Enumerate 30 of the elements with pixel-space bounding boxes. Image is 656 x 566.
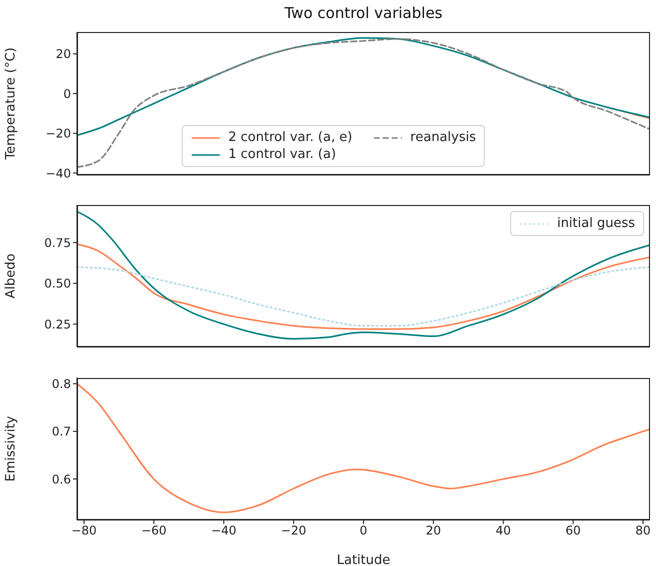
x-tick-label: −40 <box>211 524 236 538</box>
y-tick-label: 0.8 <box>52 376 71 391</box>
y-tick-label: 20 <box>56 47 71 62</box>
y-tick-label: 0 <box>63 86 71 101</box>
y-tick-label: 0.25 <box>44 317 71 332</box>
y-tick-label: 0.6 <box>52 472 71 486</box>
y-tick-label: 0.7 <box>52 424 71 439</box>
y-tick-label: 0.50 <box>44 276 71 291</box>
y-tick-label: −20 <box>46 126 71 141</box>
legend-label: initial guess <box>557 216 635 231</box>
y-tick-label: 0.75 <box>44 236 71 250</box>
legend-label: reanalysis <box>410 130 476 145</box>
x-tick-label: 20 <box>426 524 442 538</box>
x-tick-label: 40 <box>496 524 511 538</box>
y-axis-title: Emissivity <box>4 416 19 482</box>
legend-label: 2 control var. (a, e) <box>228 130 352 145</box>
y-tick-label: −40 <box>46 166 71 180</box>
line-series <box>77 243 650 330</box>
y-axis-title: Temperature (°C) <box>4 47 19 161</box>
line-series <box>77 266 650 327</box>
x-tick-label: 60 <box>565 524 581 538</box>
x-axis-title: Latitude <box>336 553 390 566</box>
x-tick-label: 0 <box>360 524 368 538</box>
legend-label: 1 control var. (a) <box>228 147 336 162</box>
x-tick-label: −80 <box>71 524 97 538</box>
x-tick-label: −60 <box>141 524 167 538</box>
chart-title: Two control variables <box>284 4 444 22</box>
x-tick-label: 80 <box>635 524 651 538</box>
y-axis-title: Albedo <box>4 253 19 298</box>
x-tick-label: −20 <box>280 524 306 538</box>
